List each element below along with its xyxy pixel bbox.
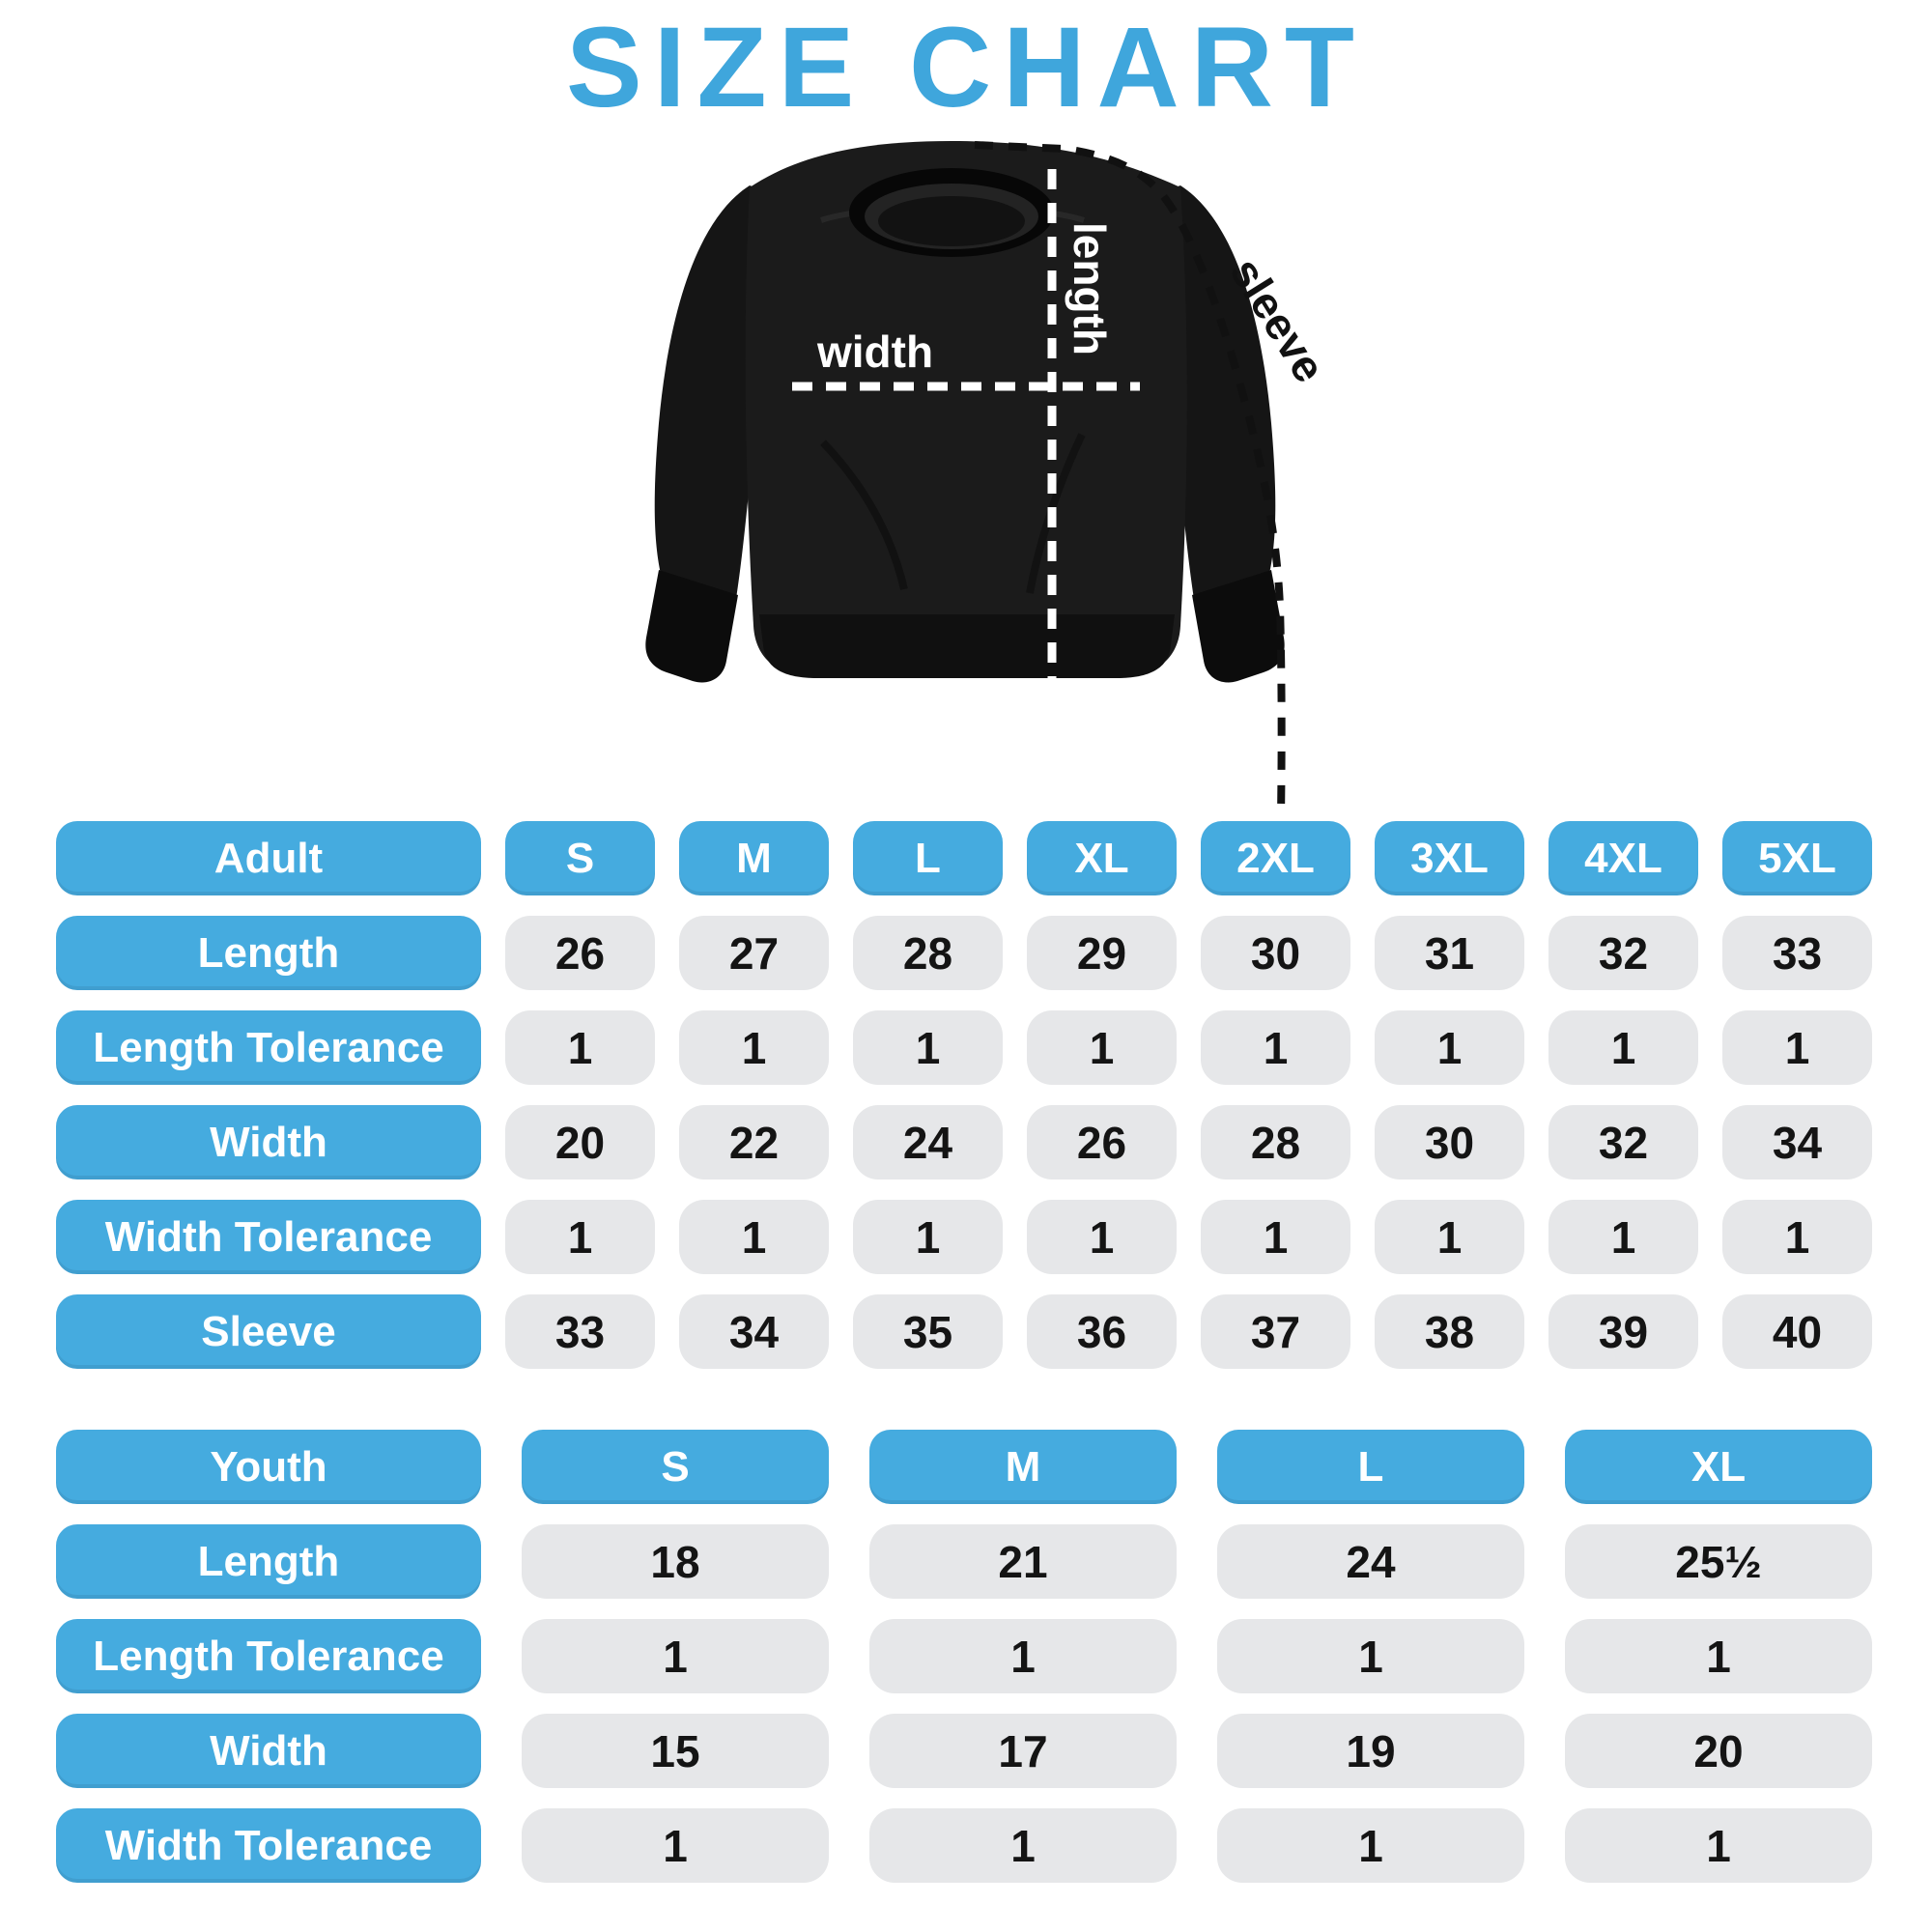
value-cell: 1: [1548, 1200, 1698, 1274]
value-cell: 18: [522, 1524, 829, 1599]
hem-band: [759, 614, 1175, 678]
row-label-cell: Width Tolerance: [56, 1808, 481, 1883]
value-cell: 1: [1027, 1200, 1177, 1274]
value-cell: 1: [1375, 1010, 1524, 1085]
value-cell: 29: [1027, 916, 1177, 990]
value-cell: 1: [1375, 1200, 1524, 1274]
value-cell: 1: [522, 1619, 829, 1693]
value-cell: 34: [679, 1294, 829, 1369]
value-cell: 26: [505, 916, 655, 990]
group-label-cell: Adult: [56, 821, 481, 895]
value-cell: 1: [1201, 1200, 1350, 1274]
youth-size-table: Youth S M L XL Length 18 21 24 25½ Length Toleranc…: [56, 1430, 1872, 1883]
width-measure-label: width: [816, 327, 933, 377]
row-label-cell: Length: [56, 1524, 481, 1599]
value-cell: 37: [1201, 1294, 1350, 1369]
value-cell: 28: [1201, 1105, 1350, 1179]
value-cell: 27: [679, 916, 829, 990]
value-cell: 1: [1565, 1619, 1872, 1693]
size-header-cell: 5XL: [1722, 821, 1872, 895]
value-cell: 1: [853, 1010, 1003, 1085]
value-cell: 32: [1548, 916, 1698, 990]
value-cell: 34: [1722, 1105, 1872, 1179]
value-cell: 21: [869, 1524, 1177, 1599]
value-cell: 33: [505, 1294, 655, 1369]
value-cell: 20: [505, 1105, 655, 1179]
value-cell: 28: [853, 916, 1003, 990]
value-cell: 1: [1217, 1808, 1524, 1883]
value-cell: 33: [1722, 916, 1872, 990]
value-cell: 38: [1375, 1294, 1524, 1369]
size-header-cell: XL: [1027, 821, 1177, 895]
row-label-cell: Sleeve: [56, 1294, 481, 1369]
value-cell: 1: [505, 1010, 655, 1085]
value-cell: 1: [1548, 1010, 1698, 1085]
size-header-cell: 2XL: [1201, 821, 1350, 895]
value-cell: 1: [679, 1010, 829, 1085]
value-cell: 1: [1027, 1010, 1177, 1085]
value-cell: 24: [853, 1105, 1003, 1179]
left-cuff: [645, 570, 738, 683]
row-label-cell: Width: [56, 1105, 481, 1179]
value-cell: 22: [679, 1105, 829, 1179]
row-label-cell: Length: [56, 916, 481, 990]
size-header-cell: S: [522, 1430, 829, 1504]
torso: [745, 141, 1187, 678]
value-cell: 36: [1027, 1294, 1177, 1369]
row-label-cell: Width Tolerance: [56, 1200, 481, 1274]
size-header-cell: 4XL: [1548, 821, 1698, 895]
size-header-cell: 3XL: [1375, 821, 1524, 895]
sweatshirt-measure-svg: width length sleeve: [645, 141, 1335, 817]
size-header-cell: M: [679, 821, 829, 895]
value-cell: 1: [679, 1200, 829, 1274]
size-header-cell: S: [505, 821, 655, 895]
row-label-cell: Width: [56, 1714, 481, 1788]
value-cell: 1: [1565, 1808, 1872, 1883]
value-cell: 1: [1201, 1010, 1350, 1085]
value-cell: 32: [1548, 1105, 1698, 1179]
value-cell: 1: [1722, 1200, 1872, 1274]
right-cuff: [1192, 570, 1285, 683]
value-cell: 30: [1201, 916, 1350, 990]
page-title: SIZE CHART: [566, 4, 1366, 131]
row-label-cell: Length Tolerance: [56, 1619, 481, 1693]
size-header-cell: L: [1217, 1430, 1524, 1504]
value-cell: 31: [1375, 916, 1524, 990]
value-cell: 1: [505, 1200, 655, 1274]
value-cell: 17: [869, 1714, 1177, 1788]
size-header-cell: M: [869, 1430, 1177, 1504]
value-cell: 19: [1217, 1714, 1524, 1788]
value-cell: 40: [1722, 1294, 1872, 1369]
value-cell: 24: [1217, 1524, 1524, 1599]
value-cell: 25½: [1565, 1524, 1872, 1599]
value-cell: 30: [1375, 1105, 1524, 1179]
value-cell: 35: [853, 1294, 1003, 1369]
value-cell: 20: [1565, 1714, 1872, 1788]
row-label-cell: Length Tolerance: [56, 1010, 481, 1085]
size-header-cell: L: [853, 821, 1003, 895]
size-header-cell: XL: [1565, 1430, 1872, 1504]
value-cell: 1: [869, 1619, 1177, 1693]
sweatshirt-graphic: [645, 141, 1285, 683]
value-cell: 1: [869, 1808, 1177, 1883]
value-cell: 1: [1722, 1010, 1872, 1085]
sleeve-measure-line: [974, 141, 1286, 817]
value-cell: 1: [853, 1200, 1003, 1274]
length-measure-label: length: [1065, 222, 1115, 355]
value-cell: 39: [1548, 1294, 1698, 1369]
value-cell: 15: [522, 1714, 829, 1788]
value-cell: 1: [522, 1808, 829, 1883]
value-cell: 26: [1027, 1105, 1177, 1179]
group-label-cell: Youth: [56, 1430, 481, 1504]
sweatshirt-diagram: width length sleeve: [580, 104, 1410, 819]
value-cell: 1: [1217, 1619, 1524, 1693]
adult-size-table: Adult S M L XL 2XL 3XL 4XL 5XL Length 26 27 28 29 30 31…: [56, 821, 1872, 1369]
